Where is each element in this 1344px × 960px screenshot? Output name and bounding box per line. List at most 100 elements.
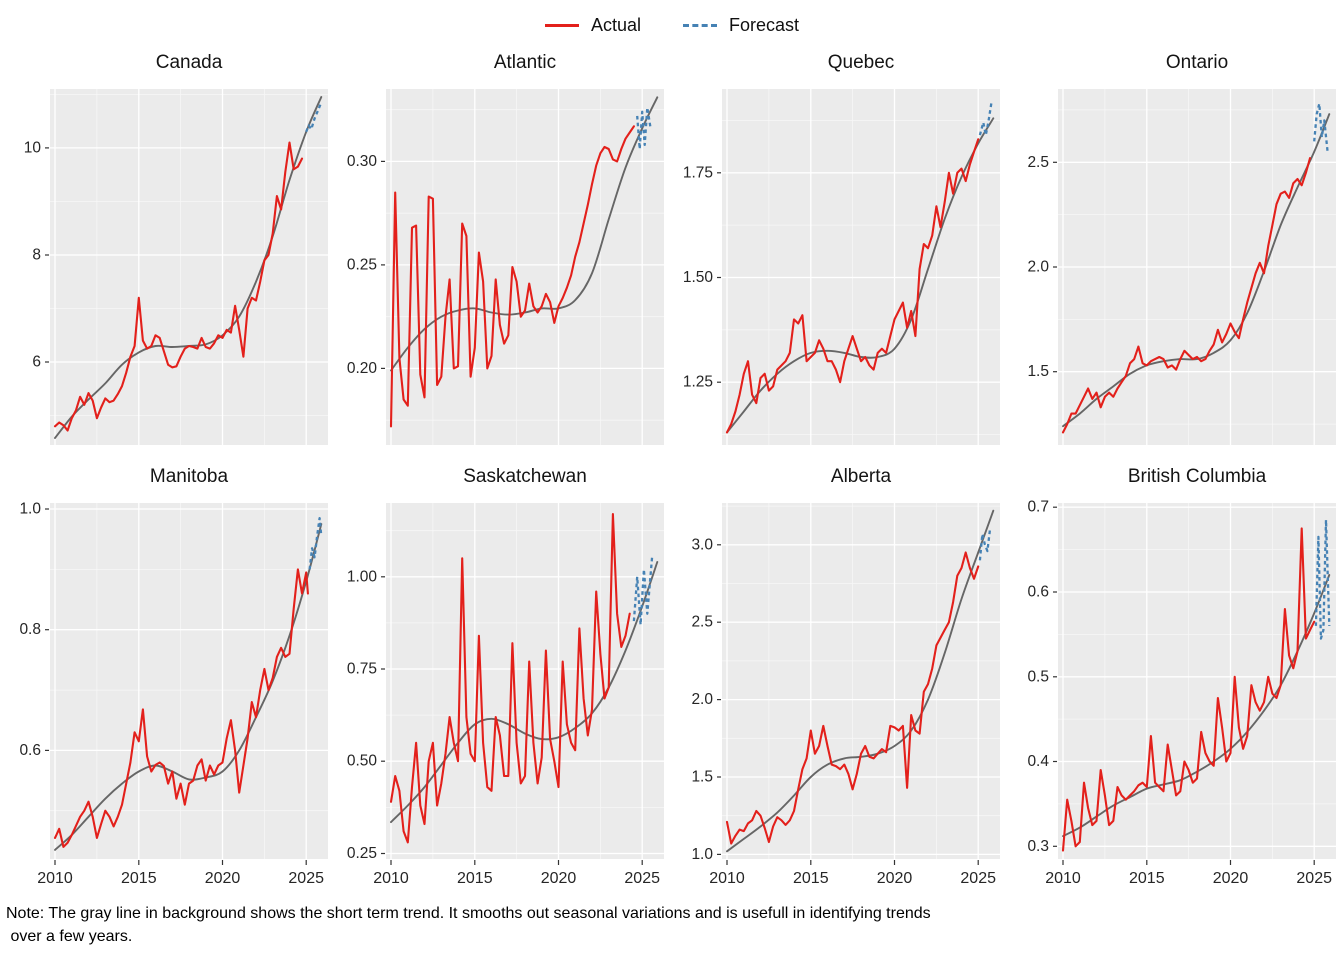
footnote-line-2: over a few years. [6,928,133,946]
actual-line [53,141,304,432]
y-tick-label: 1.5 [691,769,713,786]
x-tick-label: 2015 [121,870,157,887]
panel-title-atlantic: Atlantic [493,52,557,73]
y-tick-label: 1.5 [1027,363,1049,380]
panel-ontario: Ontario 1.5 2.0 2.5 [1008,40,1344,454]
x-tick-label: 2025 [288,870,324,887]
y-tick-label: 2.5 [691,614,713,631]
legend-actual-label: Actual [590,14,641,35]
x-tick-label: 2020 [205,870,241,887]
x-tick-label: 2015 [457,870,493,887]
footnote: Note: The gray line in background shows … [6,902,1344,948]
y-tick-label: 0.7 [1027,499,1049,516]
trend-line [1062,113,1331,428]
panel-title-canada: Canada [155,52,223,73]
y-tick-label: 0.8 [19,621,41,638]
y-tick-label: 3.0 [691,536,713,553]
panel-saskatchewan: Saskatchewan 0.25 0.50 0.75 1.00 2010 2015 2020… [336,454,672,894]
y-tick-label: 1.0 [19,501,41,518]
panel-background [386,89,664,445]
legend: Actual Forecast [0,0,1344,40]
chart-atlantic: 0.20 0.25 0.30 [347,89,664,445]
y-tick-label: 0.25 [347,845,377,862]
chart-manitoba: 0.6 0.8 1.0 2010 2015 2020 2025 [19,501,328,887]
x-tick-label: 2010 [709,870,745,887]
trend-line [54,523,323,851]
legend-forecast-label: Forecast [729,14,800,35]
panel-british-columbia: British Columbia 0.3 0.4 0.5 0.6 0.7 2010 2015 2… [1008,454,1344,894]
panel-background [722,89,1000,445]
y-tick-label: 8 [32,247,41,264]
panel-title-british-columbia: British Columbia [1127,466,1267,487]
y-tick-label: 0.50 [347,753,378,770]
y-tick-label: 1.00 [347,568,378,585]
chart-saskatchewan: 0.25 0.50 0.75 1.00 2010 2015 2020 2025 [347,503,664,887]
y-tick-label: 1.50 [683,269,714,286]
x-tick-label: 2015 [793,870,829,887]
x-tick-label: 2010 [1045,870,1081,887]
y-tick-label: 0.75 [347,661,377,678]
panel-title-alberta: Alberta [830,466,892,487]
y-tick-label: 0.6 [1027,584,1049,601]
forecast-line [305,101,323,133]
y-tick-label: 1.75 [683,164,713,181]
footnote-line-1: Note: The gray line in background shows … [6,905,931,922]
panel-title-quebec: Quebec [827,52,895,73]
y-tick-label: 10 [24,139,42,156]
y-tick-label: 0.5 [1027,668,1049,685]
actual-line [1061,527,1316,852]
chart-alberta: 1.0 1.5 2.0 2.5 3.0 2010 2015 2020 2025 [691,503,1000,887]
x-tick-label: 2020 [877,870,913,887]
x-tick-label: 2010 [37,870,73,887]
x-tick-label: 2020 [1213,870,1249,887]
actual-line [725,551,980,845]
legend-item-actual: Actual [544,14,641,36]
panel-title-manitoba: Manitoba [149,466,229,487]
actual-line [1061,157,1312,434]
y-tick-label: 1.25 [683,374,713,391]
trend-line [726,117,995,434]
actual-line [389,125,635,428]
panel-quebec: Quebec 1.25 1.50 1.75 [672,40,1008,454]
forecast-line [636,106,652,151]
panel-alberta: Alberta 1.0 1.5 2.0 2.5 3.0 2010 2015 2020 2025 [672,454,1008,894]
x-tick-label: 2025 [960,870,996,887]
y-tick-label: 2.0 [691,691,713,708]
chart-canada: 6 8 10 [24,89,328,445]
x-tick-label: 2025 [624,870,660,887]
chart-ontario: 1.5 2.0 2.5 [1027,89,1336,445]
panel-manitoba: Manitoba 0.6 0.8 1.0 2010 2015 2020 2025 [0,454,336,894]
x-tick-label: 2025 [1296,870,1332,887]
panel-title-ontario: Ontario [1165,52,1229,73]
panel-canada: Canada 6 8 10 [0,40,336,454]
panel-background [50,503,328,859]
panel-title-saskatchewan: Saskatchewan [463,466,587,487]
x-tick-label: 2010 [373,870,409,887]
y-tick-label: 0.25 [347,256,377,273]
y-tick-label: 0.20 [347,360,378,377]
y-tick-label: 1.0 [691,846,713,863]
legend-item-forecast: Forecast [683,15,799,36]
panel-background [386,503,664,859]
panel-background [50,89,328,445]
actual-line [725,138,980,434]
panel-background [1058,503,1336,859]
y-tick-label: 2.5 [1027,154,1049,171]
forecast-line [1313,102,1329,152]
forecast-line [978,101,993,137]
y-tick-label: 6 [32,354,41,371]
trend-line [390,561,659,824]
forecast-dashed-key-icon [683,23,717,27]
actual-line [389,513,631,844]
forecast-line [978,529,992,561]
actual-line-key-icon [544,23,579,27]
panel-atlantic: Atlantic 0.20 0.25 0.30 [336,40,672,454]
forecast-line [308,516,323,570]
panel-background [722,503,1000,859]
chart-british-columbia: 0.3 0.4 0.5 0.6 0.7 2010 2015 2020 2025 [1027,499,1336,887]
x-tick-label: 2015 [1129,870,1165,887]
actual-line [53,568,309,848]
forecast-line [632,554,654,626]
y-tick-label: 0.4 [1027,753,1049,770]
